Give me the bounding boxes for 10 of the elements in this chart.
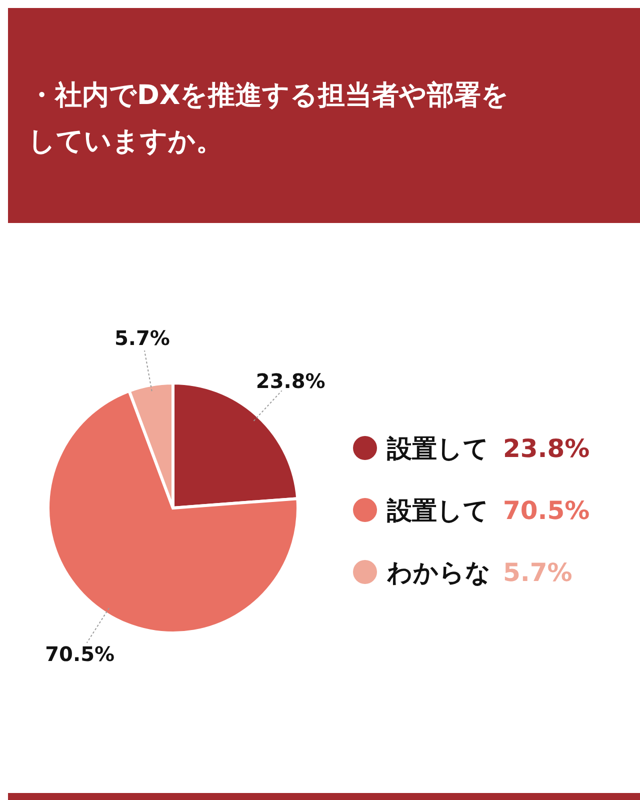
data-label: 5.7% [114, 326, 170, 350]
text: 5.7% [503, 558, 572, 587]
legend-label: 設置して [386, 496, 489, 525]
legend-label: 設置して [386, 434, 489, 463]
text: 70.5% [503, 496, 590, 525]
data-label: 23.8% [256, 369, 326, 394]
data-label: 70.5% [45, 642, 115, 666]
text: 23.8% [503, 434, 590, 463]
chart-title: ・社内でDXを推進する担当者や部署をしていますか。 [28, 80, 510, 157]
legend-label: わからな [386, 558, 491, 587]
